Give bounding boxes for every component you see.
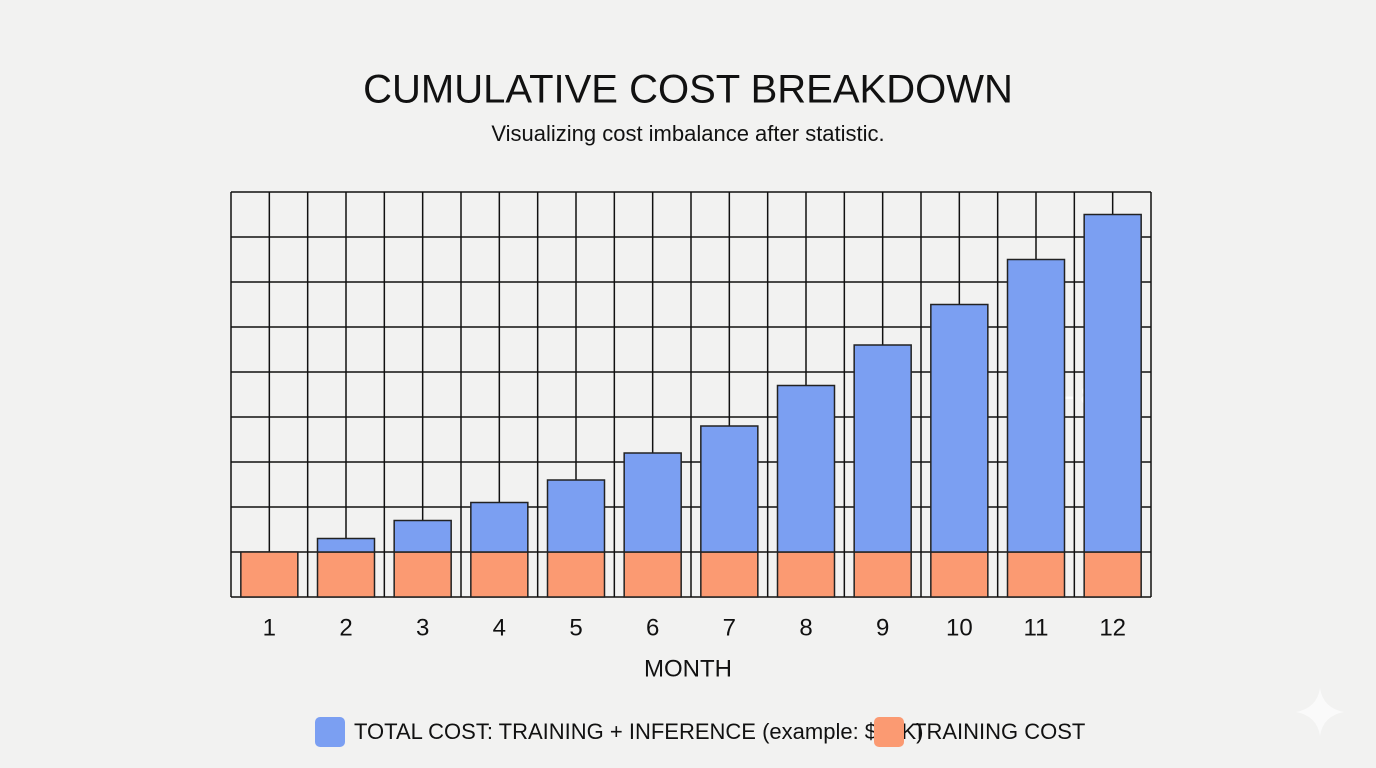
bar-segment: [316, 551, 376, 598]
x-tick-label: 8: [799, 614, 812, 641]
bar-segment: [1083, 213, 1142, 553]
bar-segment: [470, 501, 529, 553]
bar-segment: [1006, 258, 1066, 553]
bar-segment: [393, 519, 452, 553]
bar-segment: [1083, 551, 1142, 598]
x-tick-label: 10: [946, 614, 973, 641]
bar-segment: [930, 303, 989, 553]
bar-segment: [1006, 551, 1066, 598]
bar-segment: [700, 425, 759, 553]
x-tick-label: 7: [723, 614, 736, 641]
sparkle-icon: [1296, 688, 1344, 736]
bar-segment: [700, 551, 759, 598]
x-tick-label: 4: [493, 614, 506, 641]
x-tick-label: 2: [339, 614, 352, 641]
bar-segment: [316, 537, 376, 553]
bar-segment: [546, 551, 606, 598]
chart-title: CUMULATIVE COST BREAKDOWN: [363, 68, 1013, 112]
x-tick-label: 12: [1099, 614, 1126, 641]
bar-segment: [853, 551, 912, 598]
legend-swatch: [874, 717, 904, 747]
plot-area: [230, 191, 1152, 598]
x-tick-label: 11: [1024, 614, 1049, 641]
x-tick-label: 3: [416, 614, 429, 641]
bar-segment: [853, 344, 912, 553]
legend-label: TOTAL COST: TRAINING + INFERENCE (exampl…: [354, 719, 924, 744]
legend-swatch: [315, 717, 345, 747]
x-tick-label: 9: [876, 614, 889, 641]
x-axis-label: MONTH: [644, 655, 732, 682]
bar-segment: [776, 384, 836, 553]
bar-segment: [623, 551, 682, 598]
x-tick-label: 5: [569, 614, 582, 641]
bar-segment: [240, 551, 299, 598]
legend-label: TRAINING COST: [913, 719, 1085, 744]
bar-segment: [623, 452, 682, 553]
chart-subtitle: Visualizing cost imbalance after statist…: [491, 121, 884, 146]
bar-segment: [930, 551, 989, 598]
bar-segment: [776, 551, 836, 598]
bar-segment: [393, 551, 452, 598]
x-tick-label: 1: [263, 614, 276, 641]
x-tick-label: 6: [646, 614, 659, 641]
bar-segment: [470, 551, 529, 598]
bar-segment: [546, 479, 606, 553]
